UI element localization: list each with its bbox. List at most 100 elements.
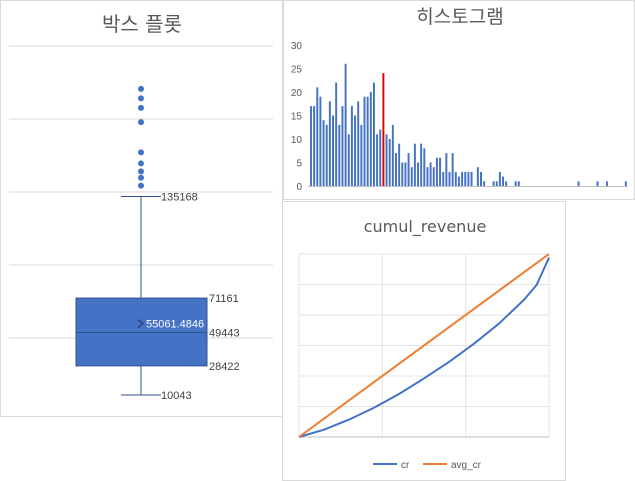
histogram-bar [517,181,520,186]
histogram-bar [325,124,328,186]
histogram-bar [388,139,391,186]
histogram-bar [439,157,442,186]
histogram-bar [376,134,379,186]
histogram-bar [322,120,325,186]
upper-whisker-label: 135168 [161,191,198,203]
histogram-bar [407,153,410,186]
histogram-bar [401,162,404,186]
series-line-avg-cr [298,253,550,438]
histogram-title: 히스토그램 [416,6,503,28]
boxplot-chart: 박스 플롯 55061.4846 135168 71161 49443 28422 1004… [9,12,273,402]
outlier-point [138,95,144,102]
outlier-point [138,182,144,189]
histogram-bar [335,82,338,186]
histogram-bar [366,96,369,186]
histogram-bar [451,153,454,186]
y-tick-label: 10 [291,135,303,146]
histogram-bar [391,124,394,186]
histogram-bar [454,171,457,186]
histogram-bar [341,106,344,186]
median-label: 49443 [209,328,240,340]
y-tick-label: 30 [291,41,303,52]
histogram-bar [420,143,423,186]
histogram-bar [476,167,479,186]
outlier-point [138,119,144,126]
histogram-bar [313,106,316,186]
histogram-bar [338,124,341,186]
outlier-point [138,174,144,181]
box-iqr [75,297,208,367]
outlier-point [138,168,144,175]
histogram-chart: 히스토그램 0 5 10 15 20 25 30 [291,6,628,193]
histogram-bar [483,181,486,186]
y-tick-label: 0 [296,182,302,193]
histogram-bar [461,171,464,186]
histogram-bar [398,143,401,186]
mean-label: 55061.4846 [146,319,204,331]
histogram-bar [442,171,445,186]
histogram-bar [492,181,495,186]
histogram-bar [354,115,357,186]
legend-label: cr [401,460,410,471]
y-tick-label: 25 [291,65,303,76]
histogram-bar [379,129,382,186]
histogram-bar [432,167,435,186]
histogram-bar [605,181,608,186]
histogram-bar [435,157,438,186]
histogram-bar [470,171,473,186]
q3-label: 71161 [209,293,239,305]
min-label: 10043 [161,390,192,402]
series-line-cr [298,257,550,438]
y-tick-label: 5 [296,159,302,170]
cumul-title: cumul_revenue [364,217,487,237]
histogram-bar [319,96,322,186]
histogram-panel: 히스토그램 0 5 10 15 20 25 30 [283,0,635,200]
legend-label: avg_cr [451,460,482,471]
histogram-bar [413,143,416,186]
histogram-bar [372,82,375,186]
boxplot-panel: 박스 플롯 55061.4846 135168 71161 49443 28422 1004… [0,0,283,417]
boxplot-title: 박스 플롯 [102,12,182,36]
histogram-bar [624,181,627,186]
histogram-bar [363,96,366,186]
histogram-bar [382,73,385,186]
histogram-bar [577,181,580,186]
histogram-bar [347,134,350,186]
outlier-point [138,160,144,167]
histogram-bar [457,176,460,186]
histogram-bar [316,87,319,186]
histogram-bar [423,148,426,186]
histogram-bar [480,171,482,186]
histogram-bar [410,167,413,186]
histogram-bar [467,171,470,186]
histogram-bar [310,106,312,186]
histogram-bar [596,181,599,186]
histogram-bar [514,181,517,186]
histogram-bar [332,115,334,186]
histogram-bar [369,92,372,186]
histogram-bar [448,171,451,186]
y-tick-label: 15 [291,112,303,123]
histogram-bar [502,176,505,186]
histogram-bar [404,162,407,186]
histogram-bar [417,162,420,186]
histogram-bar [328,101,331,186]
histogram-bar [445,153,448,186]
histogram-bar [505,181,508,186]
histogram-bar [350,106,353,186]
mean-marker [137,319,144,329]
outlier-point [138,104,144,111]
histogram-bar [344,63,347,186]
histogram-bar [495,181,498,186]
histogram-bar [464,171,467,186]
outlier-point [138,85,144,92]
histogram-bar [429,162,432,186]
histogram-bar [385,134,388,186]
histogram-bar [357,101,360,186]
histogram-bar [426,167,429,186]
histogram-bar [395,153,397,186]
histogram-bar [498,171,501,186]
histogram-bar [360,124,363,186]
